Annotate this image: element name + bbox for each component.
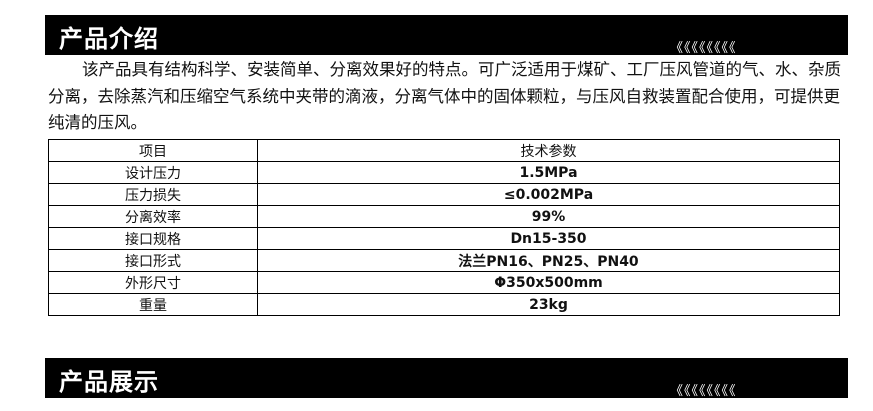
- chevron-decoration-icon: 《《《《《《《《: [670, 384, 737, 399]
- header-params: 技术参数: [257, 139, 840, 162]
- table-row: 设计压力 1.5MPa: [48, 161, 840, 184]
- spec-table: 项目 技术参数 设计压力 1.5MPa 压力损失 ≤0.002MPa 分离效率 99% 接口…: [48, 139, 840, 316]
- row-value: 23kg: [257, 293, 840, 316]
- row-label: 外形尺寸: [48, 271, 258, 294]
- table-row: 接口规格 Dn15-350: [48, 227, 840, 250]
- row-label: 设计压力: [48, 161, 258, 184]
- table-header-row: 项目 技术参数: [48, 139, 840, 162]
- row-value: 法兰PN16、PN25、PN40: [257, 249, 840, 272]
- row-value: 1.5MPa: [257, 161, 840, 184]
- intro-paragraph: 该产品具有结构科学、安装简单、分离效果好的特点。可广泛适用于煤矿、工厂压风管道的…: [48, 60, 841, 132]
- section-header-intro: 产品介绍 《《《《《《《《: [45, 15, 848, 56]
- header-item: 项目: [48, 139, 258, 162]
- table-row: 分离效率 99%: [48, 205, 840, 228]
- row-value: 99%: [257, 205, 840, 228]
- row-label: 接口规格: [48, 227, 258, 250]
- table-row: 外形尺寸 Φ350x500mm: [48, 271, 840, 294]
- table-row: 接口形式 法兰PN16、PN25、PN40: [48, 249, 840, 272]
- row-value: Dn15-350: [257, 227, 840, 250]
- row-label: 压力损失: [48, 183, 258, 206]
- section-title: 产品介绍: [59, 24, 159, 53]
- row-value: Φ350x500mm: [257, 271, 840, 294]
- table-row: 重量 23kg: [48, 293, 840, 316]
- row-label: 分离效率: [48, 205, 258, 228]
- chevron-decoration-icon: 《《《《《《《《: [670, 41, 737, 56]
- section-header-showcase: 产品展示 《《《《《《《《: [45, 358, 848, 399]
- row-label: 接口形式: [48, 249, 258, 272]
- section-title: 产品展示: [59, 367, 159, 396]
- table-row: 压力损失 ≤0.002MPa: [48, 183, 840, 206]
- row-value: ≤0.002MPa: [257, 183, 840, 206]
- row-label: 重量: [48, 293, 258, 316]
